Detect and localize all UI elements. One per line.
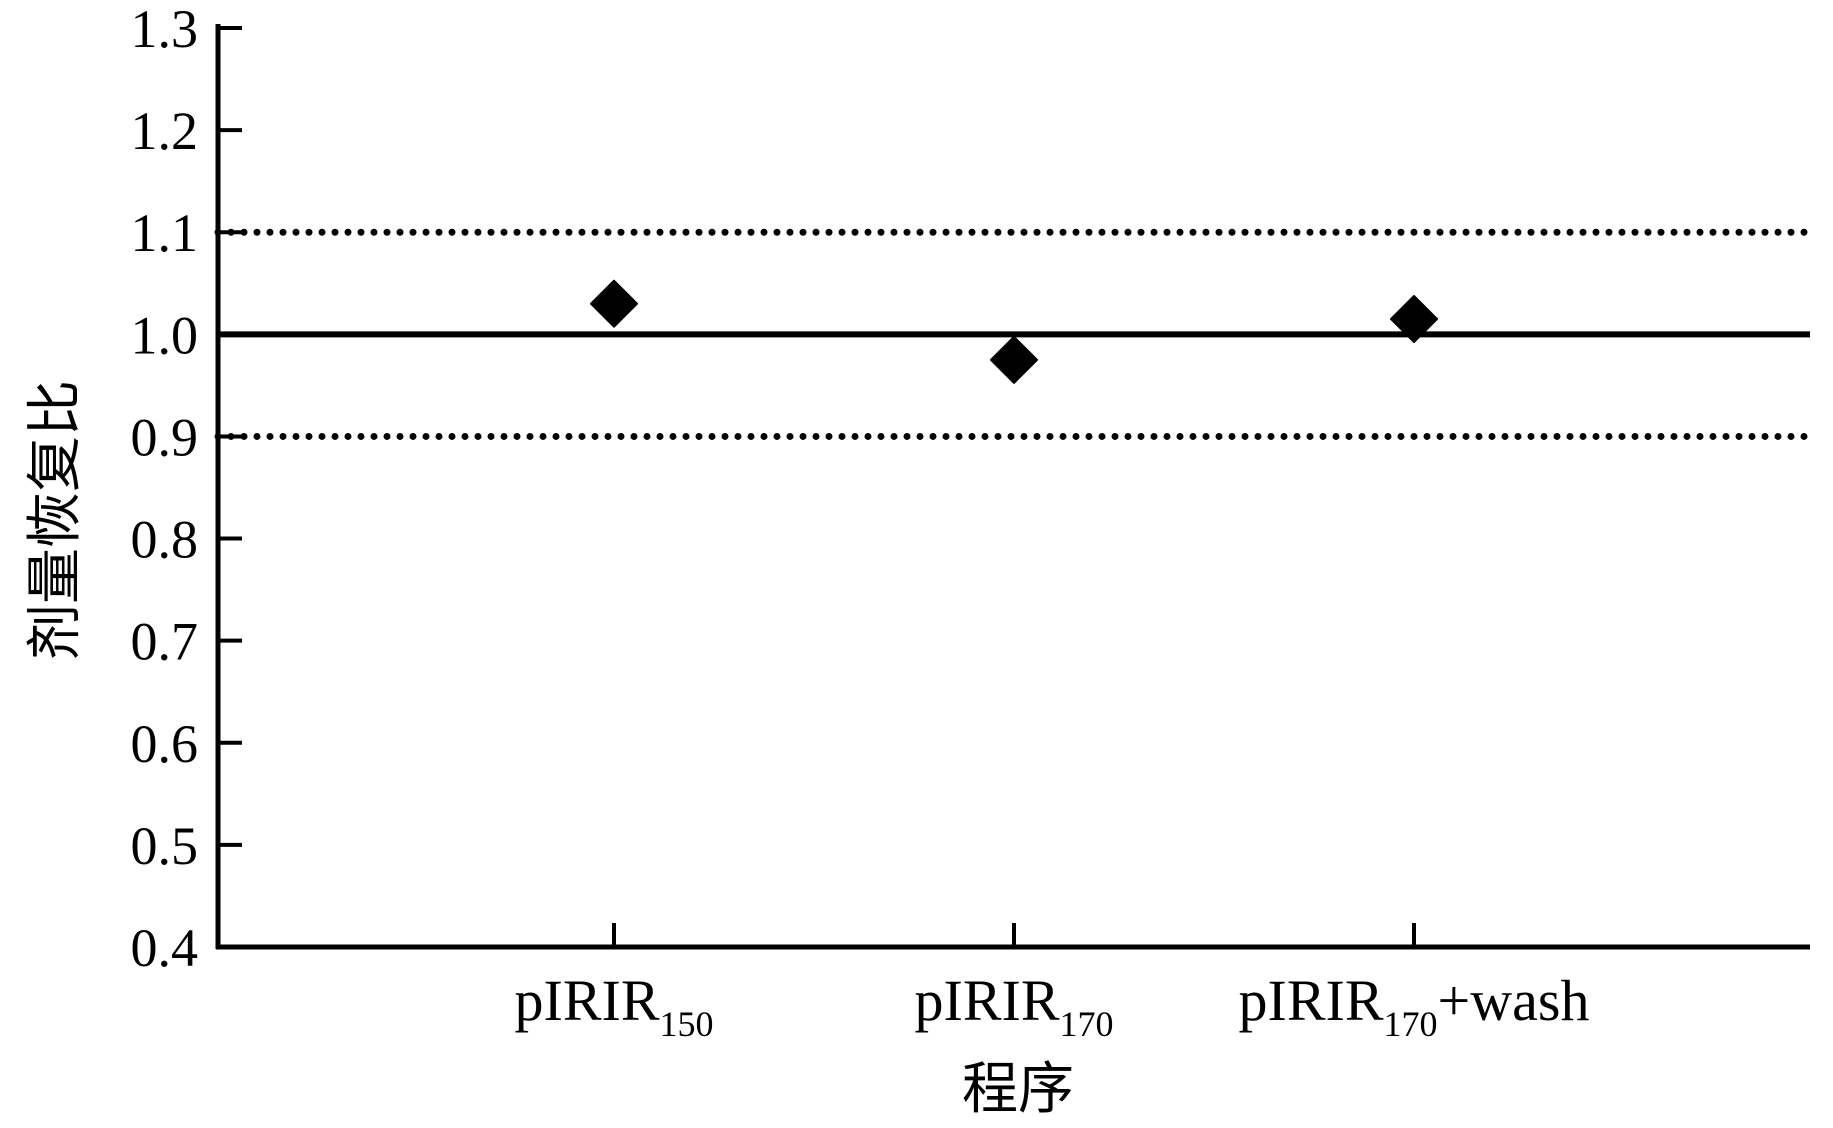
y-tick-label: 0.7 [131,612,199,672]
data-points [590,279,1438,384]
x-axis-ticks: pIRIR150 pIRIR170 pIRIR170+wash [515,923,1590,1044]
axes [215,24,1810,950]
y-tick-label: 0.5 [131,816,199,876]
y-tick-label: 1.2 [131,101,199,161]
data-point-diamond [1390,295,1438,344]
y-tick-label: 0.9 [131,407,199,467]
x-axis-title: 程序 [962,1057,1074,1122]
x-tick-label: pIRIR170 [915,968,1114,1044]
y-tick-label: 1.1 [131,203,199,263]
y-axis-title: 剂量恢复比 [23,380,88,660]
y-tick-label: 0.6 [131,714,199,774]
reference-lines [214,228,1814,440]
data-point-diamond [990,335,1038,384]
y-tick-label: 1.3 [131,0,199,59]
y-tick-label: 0.4 [131,918,199,978]
y-tick-label: 1.0 [131,305,199,365]
x-tick-label: pIRIR170+wash [1239,968,1590,1044]
data-point-diamond [590,279,638,328]
y-tick-label: 0.8 [131,510,199,570]
x-tick-label: pIRIR150 [515,968,714,1044]
y-axis-ticks: 0.4 0.5 0.6 0.7 0.8 0.9 1.0 1.1 1.2 1.3 [131,0,242,978]
